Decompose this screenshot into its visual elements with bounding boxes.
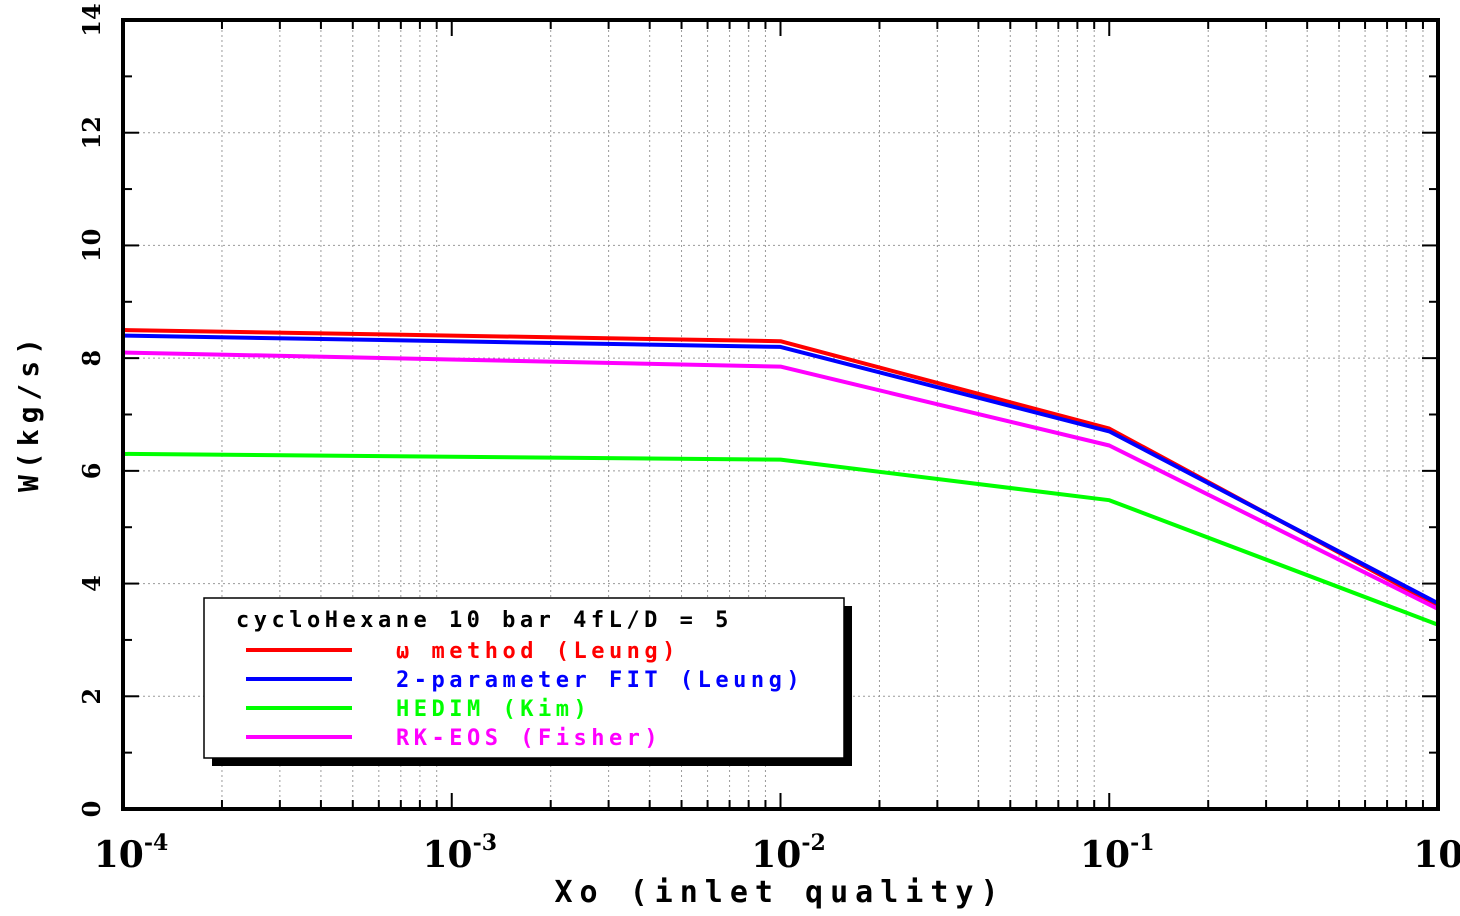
y-tick-label: 2 [77, 688, 106, 705]
series-line-1 [122, 333, 1439, 606]
legend: cycloHexane 10 bar 4fL/D = 5 ω method (L… [203, 597, 852, 766]
x-tick-label-exponent: -4 [144, 830, 168, 856]
legend-label-2: HEDIM (Kim) [396, 697, 591, 722]
y-tick-label: 14 [77, 3, 106, 36]
series-lines [122, 328, 1439, 627]
x-tick-label-exponent: -1 [1130, 830, 1154, 856]
legend-label-3: RK-EOS (Fisher) [396, 726, 662, 751]
x-tick-label-exponent: -2 [801, 830, 825, 856]
x-tick-label: 10-2 [751, 830, 826, 876]
y-tick-label: 4 [77, 575, 106, 592]
y-tick-label: 0 [77, 801, 106, 818]
series-line-0 [122, 328, 1439, 608]
y-tick-label: 6 [77, 463, 106, 480]
y-tick-label: 8 [77, 350, 106, 367]
x-axis-title: Xo (inlet quality) [554, 875, 1005, 910]
x-tick-label-base: 10 [1413, 834, 1460, 876]
y-tick-labels: 0 2 4 6 8 10 12 14 [77, 3, 106, 817]
series-line-2 [122, 451, 1439, 627]
legend-header: cycloHexane 10 bar 4fL/D = 5 [236, 608, 733, 633]
legend-label-1: 2-parameter FIT (Leung) [396, 668, 804, 693]
legend-entries: ω method (Leung) 2-parameter FIT (Leung) H… [246, 639, 804, 751]
plot-frame [121, 18, 1440, 811]
legend-label-0: ω method (Leung) [396, 639, 680, 664]
x-tick-label-base: 10 [94, 834, 144, 876]
y-axis-title: W(kg/s) [12, 332, 45, 492]
x-tick-label: 10-4 [94, 830, 169, 876]
x-tick-label-base: 10 [422, 834, 472, 876]
x-tick-label-base: 10 [1080, 834, 1130, 876]
x-tick-label-exponent: -3 [473, 830, 497, 856]
y-tick-label: 10 [77, 229, 106, 262]
x-tick-label: 10-1 [1080, 830, 1155, 876]
x-tick-label-base: 10 [751, 834, 801, 876]
grid [123, 20, 1438, 809]
x-tick-label: 100 [1413, 830, 1460, 876]
y-tick-label: 12 [77, 116, 106, 149]
series-line-3 [122, 350, 1439, 611]
x-tick-label: 10-3 [422, 830, 497, 876]
